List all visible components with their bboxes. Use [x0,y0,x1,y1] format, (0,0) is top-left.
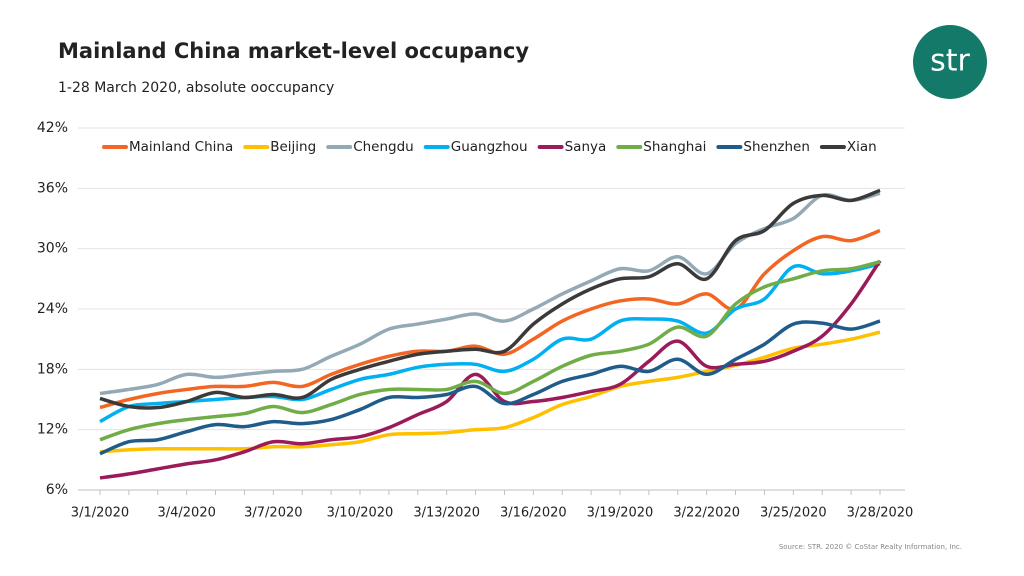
series-line [99,260,881,442]
legend-label: Guangzhou [451,139,528,155]
legend-label: Chengdu [353,139,414,155]
legend-label: Beijing [270,139,316,155]
x-tick-label: 3/1/2020 [71,506,129,521]
y-tick-label: 18% [37,361,68,377]
series-line [99,188,881,410]
x-tick-label: 3/4/2020 [157,506,215,521]
logo-text: str [930,44,970,79]
x-tick-label: 3/28/2020 [847,506,914,521]
x-tick-label: 3/10/2020 [327,506,394,521]
chart-title: Mainland China market-level occupancy [58,39,529,63]
y-tick-label: 6% [46,482,68,498]
source-note: Source: STR. 2020 © CoStar Realty Inform… [779,543,962,551]
legend-label: Xian [847,139,877,155]
x-tick-label: 3/19/2020 [587,506,654,521]
y-tick-label: 42% [37,120,68,136]
series-line [99,330,881,454]
chart-subtitle: 1-28 March 2020, absolute ooccupancy [58,80,334,96]
x-tick-label: 3/16/2020 [500,506,567,521]
y-tick-label: 24% [37,301,68,317]
x-tick-label: 3/7/2020 [244,506,302,521]
y-tick-label: 36% [37,180,68,196]
legend-label: Shenzhen [743,139,810,155]
x-tick-label: 3/22/2020 [673,506,740,521]
logo-badge [913,25,987,99]
y-tick-label: 30% [37,241,68,257]
series-line [99,319,881,456]
x-tick-label: 3/25/2020 [760,506,827,521]
x-tick-label: 3/13/2020 [413,506,480,521]
legend-label: Sanya [565,139,607,155]
legend-label: Mainland China [129,139,233,155]
series-line [99,262,881,424]
legend-label: Shanghai [643,139,706,155]
y-tick-label: 12% [37,422,68,438]
